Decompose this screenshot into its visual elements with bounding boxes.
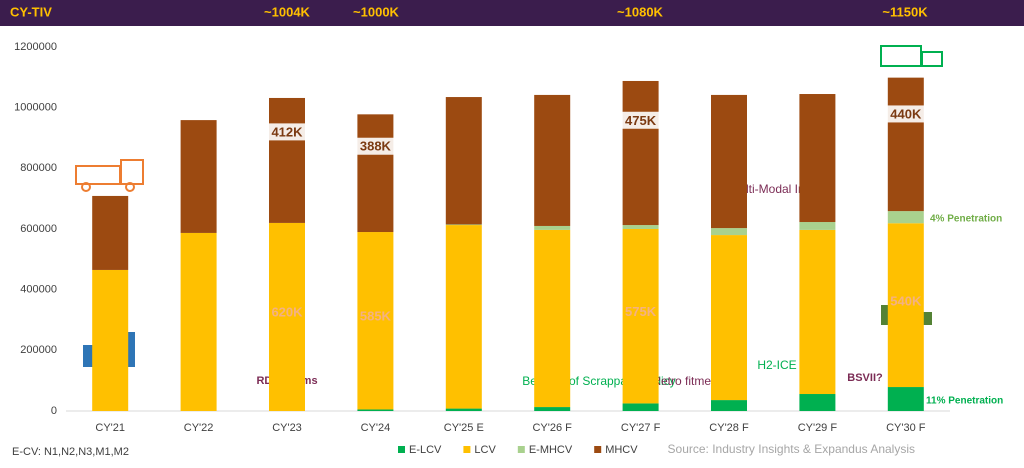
header-total: ~1150K: [882, 4, 928, 19]
annotation: 11% Penetration: [926, 396, 1003, 407]
chart-title: CY-TIV: [10, 4, 52, 19]
header-total: ~1000K: [353, 4, 400, 19]
bar-segment: [622, 403, 659, 411]
legend-label: E-LCV: [409, 444, 442, 456]
bar-segment: [269, 222, 305, 411]
bar-segment: [799, 394, 836, 411]
data-label: 620K: [271, 305, 303, 320]
legend-swatch: [463, 446, 471, 453]
bar-segment: [534, 94, 571, 226]
annotation: 4% Penetration: [930, 214, 1002, 225]
x-tick-label: CY'28 F: [709, 422, 749, 434]
bar-segment: [534, 229, 571, 408]
x-tick-label: CY'30 F: [886, 422, 926, 434]
x-tick-label: CY'24: [361, 422, 391, 434]
y-tick-label: 600000: [20, 223, 57, 235]
label-bg: [622, 111, 660, 129]
y-tick-label: 200000: [20, 344, 57, 356]
bar-segment: [445, 97, 482, 225]
bar-segment: [887, 77, 924, 212]
data-label: 585K: [360, 309, 392, 324]
data-label: 388K: [360, 139, 392, 154]
bar-segment: [711, 94, 747, 229]
label-bg: [356, 137, 395, 155]
data-label: 475K: [625, 113, 657, 128]
bar-segment: [445, 225, 482, 409]
y-tick-label: 1000000: [14, 102, 57, 114]
bar-segment: [887, 211, 924, 224]
bar-segment: [799, 229, 836, 395]
x-tick-label: CY'29 F: [798, 422, 838, 434]
bar-segment: [357, 409, 394, 411]
label-bg: [268, 123, 307, 141]
bar-segment: [92, 269, 129, 411]
x-tick-label: CY'25 E: [444, 422, 484, 434]
legend-label: MHCV: [605, 444, 638, 456]
bar-segment: [445, 224, 482, 226]
bar-segment: [799, 222, 836, 230]
bar-segment: [622, 229, 659, 404]
bar-segment: [92, 195, 129, 270]
x-tick-label: CY'22: [184, 422, 214, 434]
legend-label: E-MHCV: [529, 444, 573, 456]
bar-segment: [269, 97, 305, 223]
y-tick-label: 400000: [20, 284, 57, 296]
data-label: 440K: [890, 106, 922, 121]
bar-segment: [711, 228, 747, 236]
footnote: E-CV: N1,N2,N3,M1,M2: [12, 446, 129, 458]
source: Source: Industry Insights & Expandus Ana…: [668, 442, 915, 456]
bar-segment: [357, 114, 394, 233]
bar-segment: [534, 225, 571, 230]
x-tick-label: CY'27 F: [621, 422, 661, 434]
bar-segment: [534, 407, 571, 411]
bar-segment: [711, 235, 747, 401]
bar-segment: [180, 120, 217, 233]
bar-segment: [357, 232, 394, 410]
legend-label: LCV: [474, 444, 496, 456]
y-tick-label: 1200000: [14, 41, 57, 53]
bar-segment: [445, 408, 482, 411]
x-tick-label: CY'23: [272, 422, 302, 434]
label-bg: [887, 105, 925, 123]
annotation: BSVII?: [847, 372, 883, 384]
bar-segment: [887, 387, 924, 411]
bar-segment: [799, 94, 836, 223]
annotation: H2-ICE: [757, 358, 796, 372]
y-tick-label: 800000: [20, 162, 57, 174]
legend-swatch: [398, 446, 405, 453]
bar-segment: [180, 232, 217, 411]
bar-segment: [622, 225, 659, 229]
icon-hcv: [880, 45, 943, 67]
x-tick-label: CY'26 F: [532, 422, 572, 434]
data-label: 540K: [890, 293, 922, 308]
y-tick-label: 0: [51, 405, 57, 417]
header-total: ~1080K: [617, 4, 664, 19]
icon-truck: [75, 159, 144, 192]
data-label: 575K: [625, 304, 657, 319]
legend-swatch: [517, 446, 525, 453]
x-tick-label: CY'21: [95, 422, 125, 434]
annotation: Retro fitment?: [652, 374, 728, 388]
legend-swatch: [594, 446, 602, 453]
header-band: [0, 0, 1024, 26]
header-total: ~1004K: [264, 4, 311, 19]
bar-segment: [622, 80, 659, 226]
bar-segment: [887, 223, 924, 388]
data-label: 412K: [271, 124, 303, 139]
bar-segment: [711, 400, 747, 411]
